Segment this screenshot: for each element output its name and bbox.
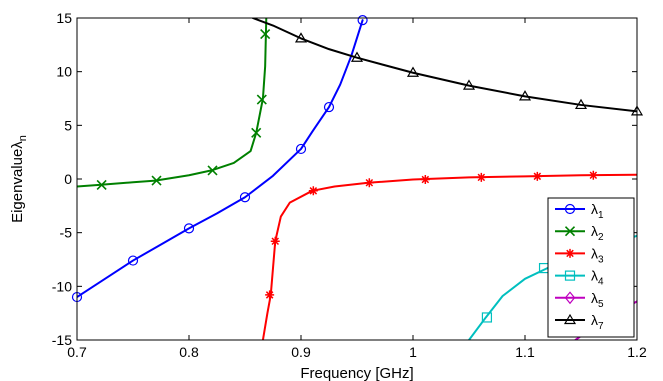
y-tick-label: -5 — [60, 225, 73, 241]
x-tick-label: 0.9 — [291, 344, 311, 360]
x-tick-label: 1 — [409, 344, 417, 360]
legend-marker-3 — [565, 248, 575, 258]
x-tick-label: 1.2 — [627, 344, 647, 360]
series-6-point — [294, 32, 308, 43]
series-line-3 — [261, 173, 637, 340]
series-1-point — [127, 255, 139, 266]
y-tick-label: 10 — [56, 64, 72, 80]
legend-label-3: λ3 — [591, 245, 604, 265]
series-3-point — [588, 170, 598, 180]
y-tick-label: -10 — [52, 278, 72, 294]
legend-marker-2 — [564, 226, 576, 237]
series-2-point — [260, 29, 271, 40]
series-layer — [77, 18, 637, 340]
legend-label-5: λ5 — [591, 290, 604, 310]
y-tick-label: 5 — [64, 117, 72, 133]
series-1-point — [323, 101, 335, 113]
x-axis-label: Frequency [GHz] — [300, 365, 413, 381]
series-1-point — [357, 15, 368, 26]
x-tick-label: 0.8 — [179, 344, 199, 360]
series-3-point — [270, 236, 280, 246]
x-tick-label: 0.7 — [67, 344, 87, 360]
series-6-point — [574, 98, 588, 110]
series-6-point — [518, 90, 532, 101]
series-1-point — [295, 143, 307, 155]
y-tick-label: 15 — [56, 10, 72, 26]
x-axis-ticks: 0.7 0.8 0.9 1 1.1 1.2 — [67, 18, 647, 360]
series-2-point — [256, 94, 267, 105]
y-tick-label: -15 — [52, 332, 72, 348]
legend-marker-4 — [564, 270, 576, 281]
legend-marker-1 — [564, 203, 576, 215]
series-2-point — [251, 127, 262, 138]
y-tick-label: 0 — [64, 171, 72, 187]
series-3-point — [476, 172, 486, 182]
legend-marker-5 — [564, 291, 576, 305]
marker-layer — [71, 15, 644, 323]
legend-label-6: λ7 — [591, 312, 604, 332]
series-line-6 — [251, 18, 637, 113]
x-tick-label: 1.1 — [515, 344, 535, 360]
series-6-point — [406, 66, 420, 77]
series-3-point — [308, 186, 318, 196]
series-3-point — [420, 175, 430, 185]
y-axis-label: Eigenvalueλn — [9, 135, 29, 223]
series-1-point — [183, 223, 195, 234]
legend-label-4: λ4 — [591, 268, 604, 288]
series-3-point — [532, 171, 542, 181]
series-6-point — [350, 51, 364, 62]
series-6-point — [462, 79, 476, 90]
legend-marker-6 — [563, 313, 577, 325]
series-3-point — [265, 290, 275, 300]
y-axis-ticks: -15 -10 -5 0 5 10 15 — [52, 10, 637, 348]
series-3-point — [364, 178, 374, 188]
series-line-1 — [77, 19, 364, 299]
legend-label-2: λ2 — [591, 223, 604, 243]
series-2-point — [151, 175, 162, 186]
series-2-point — [96, 179, 107, 190]
series-1-point — [239, 192, 251, 203]
series-4-point — [481, 312, 493, 323]
legend-label-1: λ1 — [591, 201, 604, 221]
series-2-point — [207, 165, 218, 176]
legend-box — [547, 197, 635, 338]
